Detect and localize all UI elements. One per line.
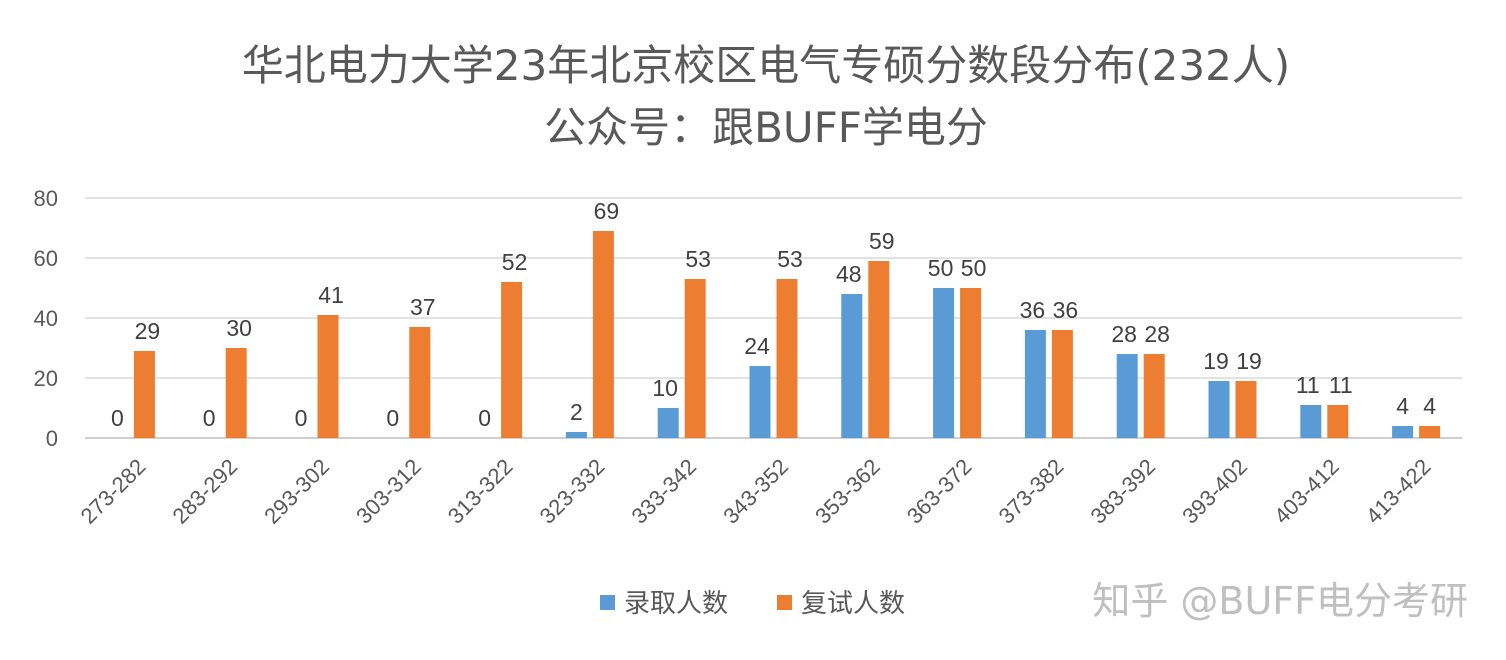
data-label-interviewed: 4 bbox=[1423, 393, 1436, 419]
data-label-admitted: 0 bbox=[386, 405, 399, 431]
bar-admitted bbox=[657, 408, 679, 438]
bar-admitted bbox=[1300, 405, 1322, 438]
data-label-interviewed: 37 bbox=[410, 294, 436, 320]
data-label-admitted: 28 bbox=[1111, 321, 1137, 347]
y-tick-label: 60 bbox=[34, 246, 58, 271]
bar-admitted bbox=[933, 288, 955, 438]
data-label-admitted: 2 bbox=[570, 399, 583, 425]
bar-admitted bbox=[1392, 426, 1414, 438]
data-label-interviewed: 28 bbox=[1144, 321, 1170, 347]
y-tick-label: 40 bbox=[34, 306, 58, 331]
y-tick-label: 80 bbox=[34, 186, 58, 211]
data-label-interviewed: 59 bbox=[869, 228, 895, 254]
data-label-admitted: 0 bbox=[111, 405, 124, 431]
y-axis-ticks: 0 20 40 60 80 bbox=[34, 186, 58, 451]
y-tick-label: 0 bbox=[46, 426, 58, 451]
data-label-interviewed: 29 bbox=[135, 318, 161, 344]
bar-interviewed bbox=[501, 282, 523, 438]
data-label-admitted: 50 bbox=[928, 255, 954, 281]
bar-admitted bbox=[565, 432, 587, 438]
bar-interviewed bbox=[1419, 426, 1441, 438]
legend-label-interviewed: 复试人数 bbox=[801, 589, 905, 619]
bar-admitted bbox=[1024, 330, 1046, 438]
data-label-admitted: 0 bbox=[478, 405, 491, 431]
data-labels: 0 29 0 30 0 41 0 37 0 52 2 69 10 53 24 53 48 59 50 50 36 36 28… bbox=[111, 198, 1436, 431]
data-label-interviewed: 11 bbox=[1329, 372, 1353, 398]
bar-interviewed bbox=[317, 315, 339, 438]
bar-interviewed bbox=[1235, 381, 1257, 438]
bar-interviewed bbox=[684, 279, 706, 438]
data-label-interviewed: 50 bbox=[961, 255, 987, 281]
bar-interviewed bbox=[1051, 330, 1073, 438]
data-label-admitted: 10 bbox=[652, 375, 678, 401]
bar-interviewed bbox=[592, 231, 614, 438]
watermark-text: 知乎 @BUFF电分考研 bbox=[1092, 579, 1468, 623]
data-label-interviewed: 41 bbox=[318, 282, 344, 308]
bar-admitted bbox=[1116, 354, 1138, 438]
data-label-interviewed: 53 bbox=[777, 246, 803, 272]
legend-swatch-interviewed bbox=[777, 595, 792, 610]
bar-interviewed bbox=[960, 288, 982, 438]
data-label-admitted: 36 bbox=[1020, 297, 1046, 323]
data-label-admitted: 19 bbox=[1203, 348, 1229, 374]
data-label-interviewed: 30 bbox=[226, 315, 252, 341]
chart-title: 华北电力大学23年北京校区电气专硕分数段分布(232人) bbox=[242, 41, 1290, 90]
bar-interviewed bbox=[868, 261, 890, 438]
data-label-admitted: 48 bbox=[836, 261, 862, 287]
data-label-admitted: 0 bbox=[295, 405, 308, 431]
data-label-interviewed: 52 bbox=[502, 249, 528, 275]
data-label-admitted: 4 bbox=[1396, 393, 1409, 419]
bar-admitted bbox=[841, 294, 863, 438]
bar-interviewed bbox=[133, 351, 155, 438]
legend-label-admitted: 录取人数 bbox=[624, 589, 728, 619]
bar-interviewed bbox=[409, 327, 431, 438]
data-label-admitted: 0 bbox=[203, 405, 216, 431]
bar-interviewed bbox=[1143, 354, 1165, 438]
bar-interviewed bbox=[776, 279, 798, 438]
legend-swatch-admitted bbox=[600, 595, 615, 610]
bar-admitted bbox=[749, 366, 771, 438]
chart-subtitle: 公众号：跟BUFF学电分 bbox=[544, 103, 988, 152]
bars bbox=[133, 231, 1441, 438]
data-label-admitted: 11 bbox=[1296, 372, 1320, 398]
bar-interviewed bbox=[1327, 405, 1349, 438]
data-label-interviewed: 19 bbox=[1236, 348, 1262, 374]
data-label-interviewed: 53 bbox=[685, 246, 711, 272]
legend: 录取人数 复试人数 bbox=[600, 589, 905, 619]
data-label-interviewed: 69 bbox=[594, 198, 620, 224]
y-tick-label: 20 bbox=[34, 366, 58, 391]
data-label-admitted: 24 bbox=[744, 333, 770, 359]
gridlines bbox=[85, 197, 1462, 439]
bar-interviewed bbox=[225, 348, 247, 438]
data-label-interviewed: 36 bbox=[1053, 297, 1079, 323]
bar-admitted bbox=[1208, 381, 1230, 438]
